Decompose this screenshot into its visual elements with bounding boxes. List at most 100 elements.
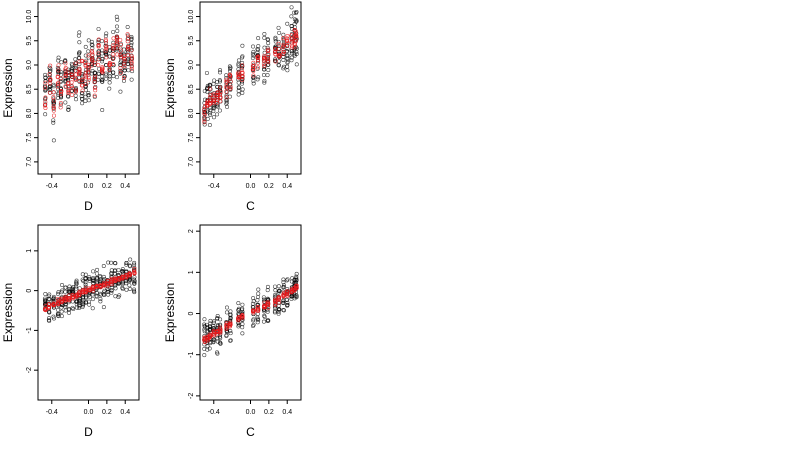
observed-point [83, 98, 88, 103]
observed-point [124, 281, 129, 286]
observed-point [77, 50, 82, 55]
fitted-point [285, 41, 290, 46]
observed-point [285, 300, 290, 305]
observed-point [208, 105, 213, 110]
fitted-point [215, 90, 220, 95]
fitted-point [96, 42, 101, 47]
points-layer [202, 271, 299, 358]
fitted-point [262, 64, 267, 69]
observed-point [208, 108, 213, 113]
fitted-point [265, 300, 270, 305]
observed-point [285, 277, 290, 282]
fitted-point [77, 59, 82, 64]
fitted-point [281, 51, 286, 56]
fitted-point [292, 28, 297, 33]
fitted-point [240, 316, 245, 321]
panel-bottom-right: -0.4 0.0 0.2 0.4 -2 -1 0 1 2 C Expression [163, 224, 302, 439]
fitted-point [63, 61, 68, 66]
observed-point [111, 29, 116, 34]
observed-point [265, 37, 270, 42]
fitted-point [118, 53, 123, 58]
observed-point [70, 287, 75, 292]
fitted-point [115, 36, 120, 41]
fitted-point [48, 63, 53, 68]
observed-point [281, 285, 286, 290]
fitted-point [236, 70, 241, 75]
observed-point [128, 287, 133, 292]
y-axis: 7.0 7.5 8.0 8.5 9.0 9.5 10.0 [188, 10, 200, 167]
fitted-point [67, 297, 72, 302]
x-axis: -0.4 0.0 0.2 0.4 [46, 400, 130, 416]
fitted-point [240, 313, 245, 318]
fitted-point [294, 284, 299, 289]
observed-point [58, 102, 63, 107]
fitted-point [89, 63, 94, 68]
fitted-point [56, 63, 61, 68]
observed-point [284, 278, 289, 283]
fitted-point [129, 54, 134, 59]
observed-point [240, 302, 245, 307]
fitted-point [132, 271, 137, 276]
observed-point [281, 307, 286, 312]
observed-point [109, 290, 114, 295]
observed-point [124, 287, 129, 292]
fitted-point [211, 98, 216, 103]
fitted-point [266, 47, 271, 52]
fitted-point [211, 333, 216, 338]
y-tick-label: 0 [26, 289, 33, 293]
observed-point [59, 60, 64, 65]
observed-point [59, 290, 64, 295]
x-tick-label: -0.4 [46, 409, 58, 416]
observed-point [79, 72, 84, 77]
fitted-point [46, 305, 51, 310]
fitted-point [202, 112, 207, 117]
observed-point [265, 307, 270, 312]
observed-point [112, 271, 117, 276]
fitted-point [89, 48, 94, 53]
fitted-point [261, 62, 266, 67]
fitted-point [224, 325, 229, 330]
observed-point [128, 257, 133, 262]
observed-point [207, 346, 212, 351]
fitted-point [51, 90, 56, 95]
x-tick-label: 0.0 [246, 409, 256, 416]
fitted-point [118, 42, 123, 47]
y-tick-label: 9.0 [26, 60, 33, 70]
observed-point [114, 48, 119, 53]
fitted-point [294, 36, 299, 41]
fitted-point [236, 75, 241, 80]
observed-point [56, 55, 61, 60]
observed-point [211, 106, 216, 111]
fitted-point [63, 66, 68, 71]
observed-point [111, 74, 116, 79]
observed-point [51, 101, 56, 106]
observed-point [129, 41, 134, 46]
fitted-point [239, 67, 244, 72]
observed-point [256, 294, 261, 299]
observed-point [80, 272, 85, 277]
fitted-point [255, 60, 260, 65]
y-tick-label: 8.0 [26, 108, 33, 118]
observed-point [202, 353, 207, 358]
points-layer [202, 5, 299, 128]
fitted-point [218, 90, 223, 95]
observed-point [217, 108, 222, 113]
observed-point [47, 292, 52, 297]
observed-point [111, 70, 116, 75]
fitted-point [70, 86, 75, 91]
observed-point [262, 314, 267, 319]
observed-point [285, 303, 290, 308]
observed-point [128, 277, 133, 282]
fitted-point [122, 64, 127, 69]
observed-point [261, 319, 266, 324]
observed-point [132, 265, 137, 270]
y-axis-title: Expression [1, 283, 15, 342]
fitted-point [125, 53, 130, 58]
fitted-point [273, 302, 278, 307]
fitted-point [251, 73, 256, 78]
fitted-point [284, 36, 289, 41]
observed-point [112, 261, 117, 266]
x-axis-title: D [84, 199, 93, 213]
observed-point [224, 310, 229, 315]
observed-point [285, 68, 290, 73]
